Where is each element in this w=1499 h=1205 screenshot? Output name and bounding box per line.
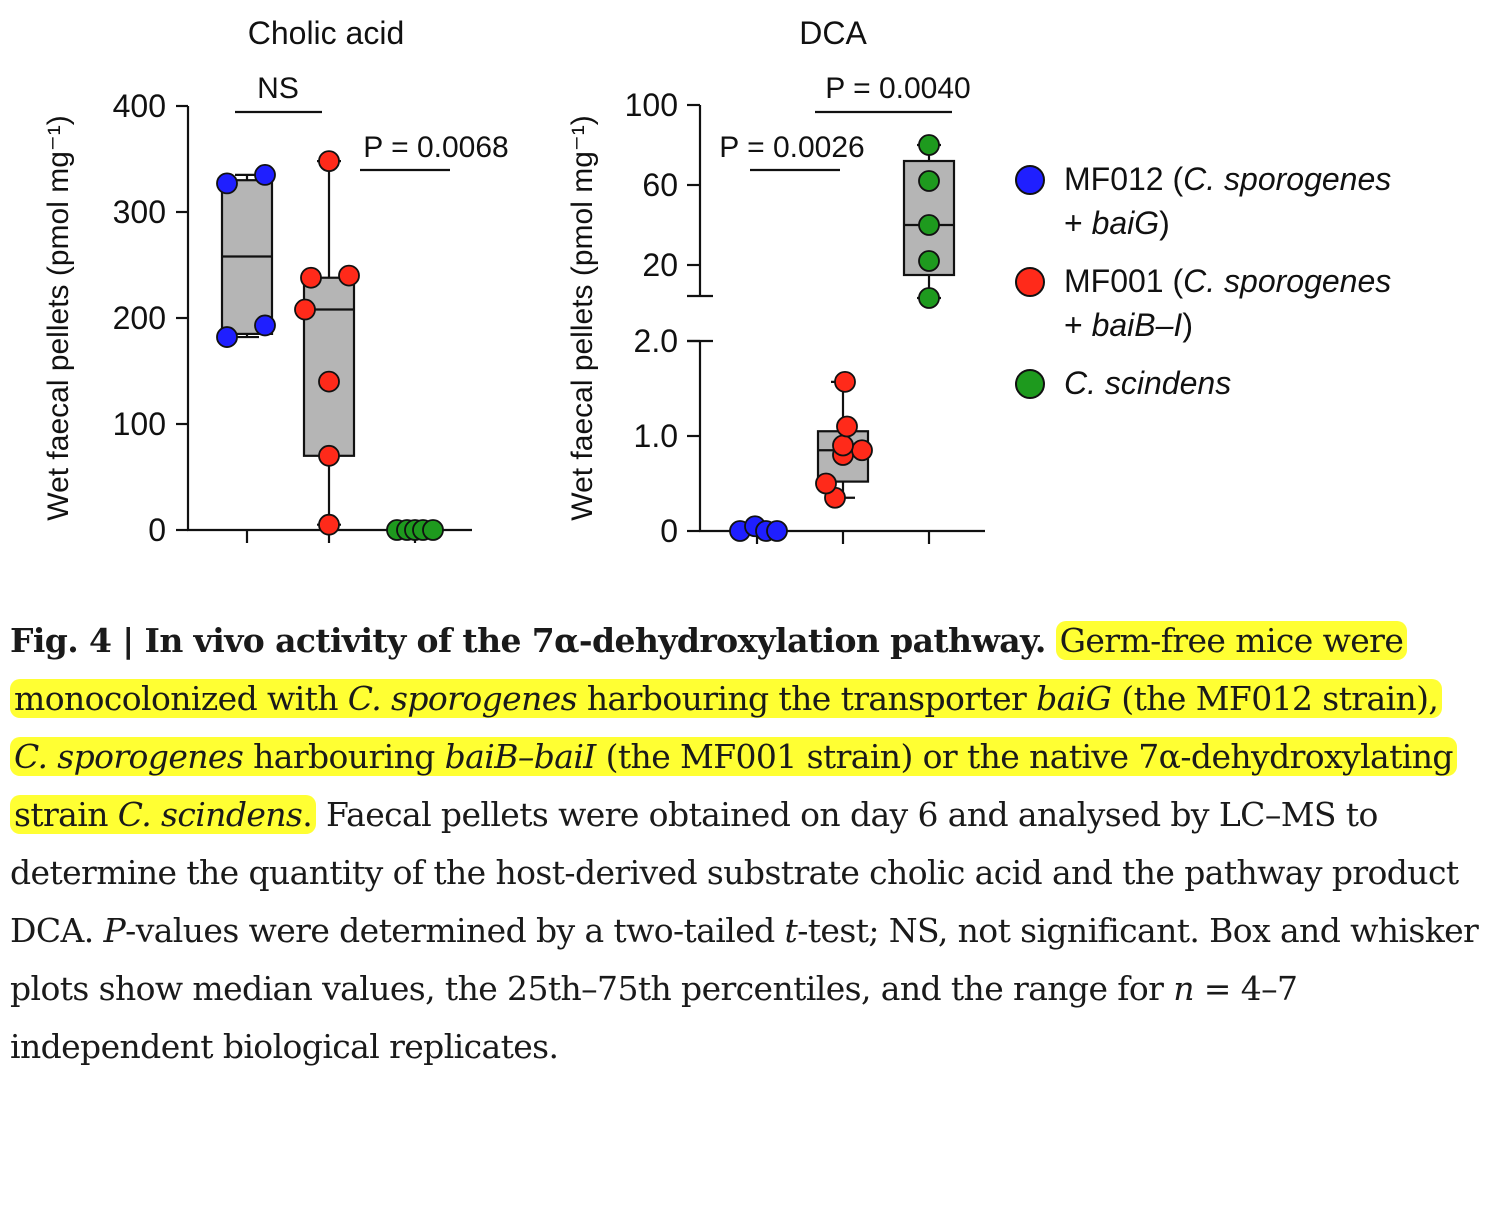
significance-annotations: P = 0.0026 P = 0.0040	[719, 72, 971, 172]
dca-panel: DCA Wet faecal pellets (pmol mg⁻¹) 20 60 1…	[566, 15, 985, 549]
data-point	[836, 415, 858, 438]
legend-label: MF012 (C. sporogenes + baiG)	[1064, 161, 1400, 241]
significance-label: NS	[257, 72, 299, 105]
data-point	[318, 444, 340, 467]
data-point	[766, 520, 788, 542]
y-tick-label: 200	[113, 300, 166, 336]
data-point	[834, 370, 856, 393]
chart-title: DCA	[799, 15, 867, 51]
data-points	[729, 134, 940, 542]
data-point	[918, 134, 940, 156]
significance-annotations: NS P = 0.0068	[235, 72, 509, 172]
legend-marker	[1015, 369, 1045, 399]
data-point	[216, 326, 238, 348]
significance-label: P = 0.0068	[363, 131, 508, 164]
data-point	[254, 163, 276, 186]
y-tick-label: 2.0	[634, 323, 678, 359]
y-tick-label: 0	[148, 512, 166, 548]
significance-label: P = 0.0026	[719, 131, 864, 164]
y-tick-label: 400	[113, 88, 166, 124]
y-tick-labels: 20 60 100 0 1.0 2.0	[625, 87, 678, 549]
data-point	[832, 434, 854, 457]
y-tick-label: 100	[625, 87, 678, 123]
y-tick-labels: 0 100 200 300 400	[113, 88, 166, 548]
cholic-acid-panel: Cholic acid Wet faecal pellets (pmol mg⁻…	[42, 15, 509, 548]
data-point	[318, 513, 340, 536]
y-tick-label: 100	[113, 406, 166, 442]
data-point	[918, 250, 940, 272]
y-axis-label: Wet faecal pellets (pmol mg⁻¹)	[566, 115, 599, 520]
data-point	[318, 150, 340, 173]
data-point	[918, 214, 940, 236]
data-point	[918, 287, 940, 309]
data-point	[254, 314, 276, 337]
data-point	[318, 370, 340, 393]
chart-title: Cholic acid	[248, 15, 405, 51]
legend-marker	[1015, 267, 1045, 297]
legend-marker	[1015, 165, 1045, 195]
y-tick-label: 0	[660, 513, 678, 549]
y-tick-label: 1.0	[634, 418, 678, 454]
legend-item-mf012: MF012 (C. sporogenes + baiG)	[1015, 161, 1400, 241]
y-tick-label: 20	[642, 247, 678, 283]
legend-label: C. scindens	[1064, 365, 1231, 401]
legend: MF012 (C. sporogenes + baiG) MF001 (C. s…	[1015, 161, 1400, 401]
boxes	[220, 160, 356, 526]
caption-body: Faecal pellets were obtained on day 6 an…	[10, 795, 1479, 1066]
legend-item-mf001: MF001 (C. sporogenes + baiB–I)	[1015, 263, 1400, 343]
significance-label: P = 0.0040	[825, 72, 970, 105]
data-point	[851, 439, 873, 462]
legend-item-c-scindens: C. scindens	[1015, 365, 1231, 401]
figure-caption: Fig. 4 | In vivo activity of the 7α-dehy…	[10, 612, 1480, 1076]
figure-panel: Cholic acid Wet faecal pellets (pmol mg⁻…	[42, 15, 1400, 549]
data-point	[918, 170, 940, 192]
data-point	[338, 264, 360, 287]
y-tick-label: 60	[642, 167, 678, 203]
y-tick-label: 300	[113, 194, 166, 230]
y-axis-label: Wet faecal pellets (pmol mg⁻¹)	[42, 115, 75, 520]
data-point	[422, 519, 444, 541]
data-point	[815, 472, 837, 495]
data-point	[216, 172, 238, 195]
caption-lead: Fig. 4 | In vivo activity of the 7α-dehy…	[10, 621, 1046, 660]
data-point	[294, 298, 316, 321]
legend-label: MF001 (C. sporogenes + baiB–I)	[1064, 263, 1400, 343]
data-point	[300, 266, 322, 289]
data-points	[216, 150, 444, 541]
